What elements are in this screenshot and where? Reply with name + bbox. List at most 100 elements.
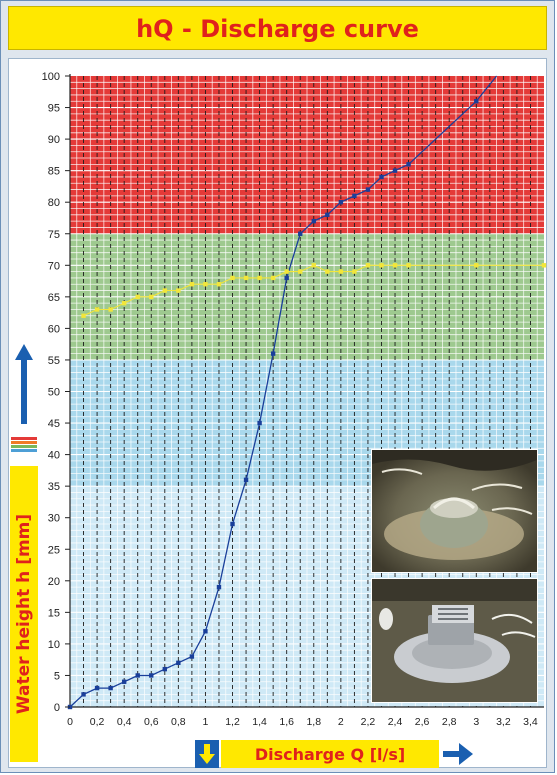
title-bar: hQ - Discharge curve: [8, 6, 547, 50]
series-point-0: [216, 584, 222, 590]
x-tick-label: 1,4: [252, 716, 267, 728]
y-tick-label: 10: [48, 639, 60, 651]
series-point-0: [189, 654, 195, 659]
x-tick-label: 0,4: [117, 716, 132, 728]
series-point-1: [243, 275, 249, 281]
x-tick-label: 1: [203, 716, 209, 728]
x-tick-label: 3,4: [523, 716, 538, 728]
series-point-1: [311, 263, 316, 268]
series-point-0: [406, 162, 411, 167]
y-tick-label: 30: [48, 513, 60, 525]
x-tick-label: 2,2: [361, 716, 376, 728]
series-point-1: [230, 275, 235, 281]
series-point-0: [338, 200, 344, 205]
y-tick-label: 95: [48, 103, 60, 115]
series-point-0: [474, 99, 479, 104]
series-point-0: [257, 420, 262, 426]
y-axis-label-box: [10, 466, 38, 762]
x-tick-label: 2,6: [415, 716, 430, 728]
series-point-0: [203, 629, 208, 634]
chart-title: hQ - Discharge curve: [136, 15, 419, 43]
x-tick-label: 3,2: [496, 716, 511, 728]
series-point-0: [176, 660, 181, 666]
series-point-1: [81, 313, 86, 318]
series-point-1: [474, 263, 479, 268]
y-tick-label: 50: [48, 387, 60, 399]
series-point-0: [121, 679, 127, 684]
series-point-0: [298, 231, 303, 236]
series-point-1: [162, 288, 167, 293]
series-point-0: [325, 212, 330, 218]
series-point-0: [94, 685, 100, 691]
y-tick-label: 40: [48, 450, 60, 462]
y-tick-label: 70: [48, 260, 60, 272]
series-point-1: [392, 263, 398, 268]
series-point-1: [352, 269, 357, 274]
x-tick-label: 1,6: [279, 716, 294, 728]
x-tick-label: 0: [67, 716, 73, 728]
series-point-1: [149, 294, 154, 300]
y-tick-label: 60: [48, 323, 60, 335]
series-point-1: [365, 263, 371, 268]
up-arrow-icon: [15, 344, 33, 424]
x-tick-label: 2,8: [442, 716, 457, 728]
y-tick-label: 90: [48, 134, 60, 146]
y-tick-label: 5: [54, 670, 60, 682]
series-point-1: [406, 263, 411, 268]
series-point-1: [270, 275, 276, 281]
y-tick-label: 80: [48, 197, 60, 209]
y-tick-label: 15: [48, 607, 60, 619]
y-tick-label: 20: [48, 576, 60, 588]
series-point-1: [257, 275, 262, 281]
y-tick-label: 25: [48, 544, 60, 556]
series-point-0: [149, 673, 154, 678]
x-tick-label: 0,8: [171, 716, 186, 728]
series-point-1: [216, 282, 222, 287]
series-point-0: [162, 666, 167, 672]
x-tick-label: 3: [473, 716, 479, 728]
x-tick-label: 1,2: [225, 716, 240, 728]
y-tick-label: 75: [48, 229, 60, 241]
x-axis-label-box: [221, 740, 439, 768]
series-point-0: [311, 218, 316, 224]
water-level-color-key: [11, 437, 37, 453]
y-tick-label: 85: [48, 166, 60, 178]
x-axis-label: Discharge Q [l/s]: [254, 744, 406, 764]
series-point-1: [541, 263, 547, 268]
down-arrow-box: [195, 740, 219, 768]
series-point-1: [121, 300, 127, 306]
series-point-1: [325, 269, 330, 274]
y-axis-label: Water height h [mm]: [14, 513, 34, 715]
series-point-1: [176, 288, 181, 293]
y-tick-label: 35: [48, 481, 60, 493]
series-point-0: [81, 692, 86, 697]
series-point-0: [230, 521, 235, 527]
photo-drain-dry: [371, 578, 538, 703]
series-point-1: [203, 282, 208, 287]
series-point-0: [352, 193, 357, 199]
y-tick-label: 0: [54, 702, 60, 714]
series-point-1: [135, 294, 140, 300]
series-point-0: [135, 673, 140, 678]
x-tick-label: 0,2: [90, 716, 105, 728]
x-tick-label: 0,6: [144, 716, 159, 728]
series-point-1: [284, 269, 289, 274]
series-point-0: [270, 351, 276, 356]
x-tick-label: 2,4: [388, 716, 403, 728]
series-point-1: [108, 307, 113, 312]
series-line-0: [69, 75, 498, 708]
x-tick-label: 1,8: [306, 716, 321, 728]
series-point-0: [379, 174, 384, 180]
series-point-0: [392, 168, 398, 173]
series-point-1: [189, 282, 195, 287]
right-arrow-icon: [443, 743, 473, 765]
series-point-1: [94, 307, 100, 312]
y-tick-label: 65: [48, 292, 60, 304]
photo-drain-flooded: [371, 449, 538, 573]
series-point-1: [338, 269, 344, 274]
y-tick-label: 100: [42, 71, 60, 83]
series-point-1: [379, 263, 384, 268]
down-arrow-icon: [195, 740, 219, 768]
series-point-0: [284, 275, 289, 281]
